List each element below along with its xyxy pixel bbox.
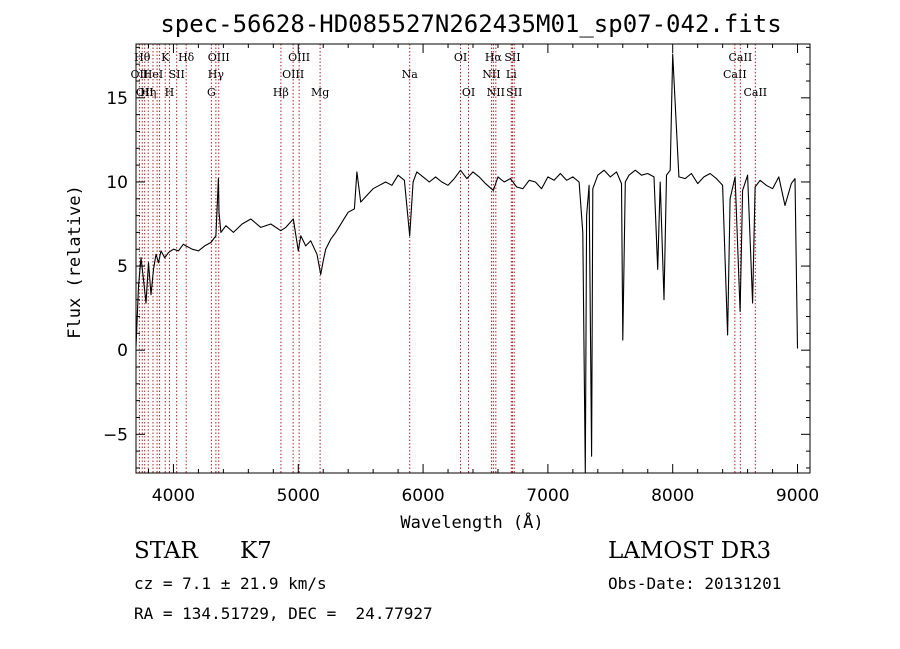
- chart-title: spec-56628-HD085527N262435M01_sp07-042.f…: [160, 10, 781, 38]
- y-tick-labels: −5 0 5 10 15: [103, 89, 128, 445]
- line-label-11: G: [207, 86, 216, 99]
- x-tick-label: 9000: [776, 486, 819, 506]
- x-tick-label: 6000: [401, 486, 444, 506]
- x-tick-label: 4000: [152, 486, 195, 506]
- y-tick-label: −5: [103, 425, 128, 445]
- line-label-20: OI: [462, 86, 475, 99]
- object-class: STAR: [134, 538, 198, 564]
- line-label-26: SII: [506, 86, 522, 99]
- observation-date: Obs-Date: 20131201: [608, 574, 782, 593]
- line-label-7: K: [161, 51, 170, 64]
- x-axis-label: Wavelength (Å): [400, 511, 543, 533]
- line-label-29: CaII: [743, 86, 767, 99]
- line-label-0: OII: [131, 68, 149, 81]
- line-label-3: Hη: [140, 86, 156, 99]
- line-label-2: OII: [136, 86, 154, 99]
- line-label-27: CaII: [723, 68, 747, 81]
- x-tick-label: 5000: [277, 486, 320, 506]
- line-label-23: NII: [487, 86, 505, 99]
- spectrum-line: [135, 53, 799, 474]
- x-tick-label: 7000: [526, 486, 569, 506]
- line-label-9: SII: [169, 68, 185, 81]
- x-tick-label: 8000: [651, 486, 694, 506]
- line-label-21: NII: [482, 68, 500, 81]
- y-axis-label: Flux (relative): [65, 185, 85, 339]
- x-tick-labels: 4000 5000 6000 7000 8000 9000: [152, 486, 819, 506]
- survey-name: LAMOST DR3: [608, 538, 772, 564]
- coordinates-readout: RA = 134.51729, DEC = 24.77927: [134, 604, 433, 623]
- line-label-12: Hγ: [208, 68, 225, 81]
- line-label-15: OIII: [282, 68, 304, 81]
- y-tick-label: 15: [106, 89, 128, 109]
- line-label-17: Mg: [311, 86, 329, 99]
- emission-line-markers: [138, 44, 756, 473]
- redshift-readout: cz = 7.1 ± 21.9 km/s: [134, 574, 327, 593]
- line-label-18: Na: [402, 68, 419, 81]
- line-label-25: SII: [504, 51, 520, 64]
- line-label-28: CaII: [729, 51, 753, 64]
- object-subclass: K7: [240, 538, 272, 564]
- plot-frame: [135, 43, 811, 474]
- spectrum-series: [135, 53, 799, 474]
- y-tick-label: 10: [106, 173, 128, 193]
- line-label-4: HeI: [143, 68, 163, 81]
- line-label-22: Hα: [485, 51, 503, 64]
- line-label-10: Hδ: [178, 51, 195, 64]
- y-tick-label: 5: [117, 257, 128, 277]
- y-tick-label: 0: [117, 341, 128, 361]
- line-label-8: H: [165, 86, 175, 99]
- line-label-24: Li: [506, 68, 517, 81]
- plot-axes: [135, 43, 811, 474]
- line-label-1: Hθ: [134, 51, 151, 64]
- emission-line-labels: OIIHθOIIHηHeIKHSIIHδGHγOIIIHβOIIIOIIIMgN…: [131, 51, 768, 99]
- line-label-16: OIII: [288, 51, 310, 64]
- line-label-14: Hβ: [273, 86, 289, 99]
- line-label-13: OIII: [208, 51, 230, 64]
- line-label-19: OI: [454, 51, 467, 64]
